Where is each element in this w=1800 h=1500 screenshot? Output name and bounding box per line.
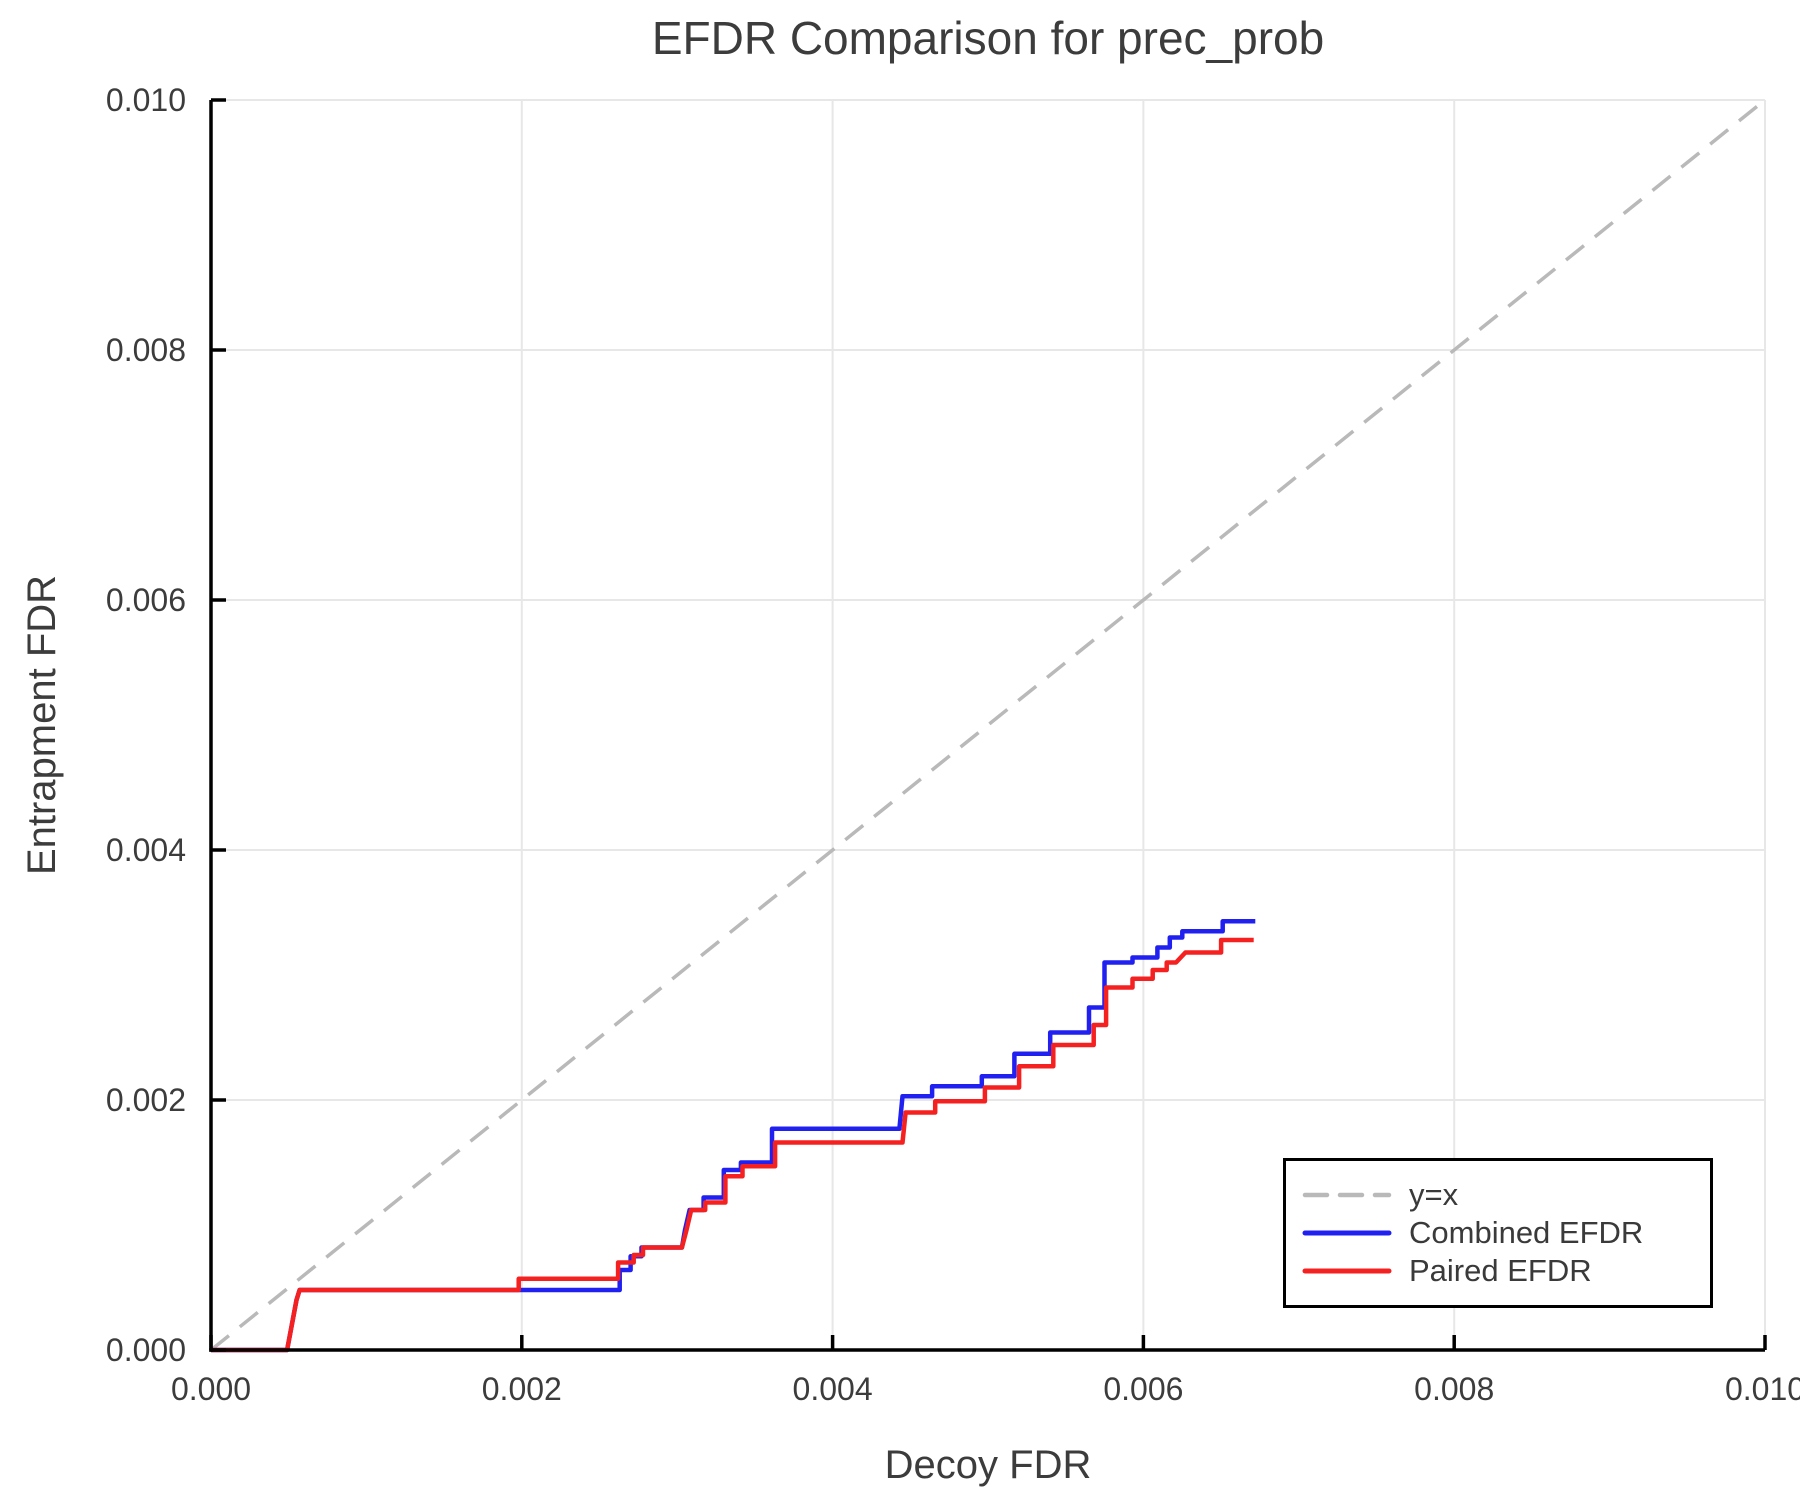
x-axis-label: Decoy FDR xyxy=(885,1443,1092,1487)
x-tick-label: 0.010 xyxy=(1725,1371,1800,1407)
legend-label-paired-efdr: Paired EFDR xyxy=(1409,1253,1592,1288)
legend-row-paired-efdr: Paired EFDR xyxy=(1302,1252,1710,1290)
gridlines xyxy=(211,99,1766,1350)
legend-row-identity: y=x xyxy=(1302,1176,1710,1214)
legend-label-identity: y=x xyxy=(1409,1177,1459,1212)
x-tick-label: 0.008 xyxy=(1414,1371,1494,1407)
paired-efdr-line-sample xyxy=(1302,1268,1392,1274)
y-tick-label: 0.010 xyxy=(106,82,186,118)
y-tick-label: 0.008 xyxy=(106,332,186,368)
y-axis-label: Entrapment FDR xyxy=(20,575,64,875)
y-tick-label: 0.002 xyxy=(106,1082,186,1118)
x-tick-label: 0.000 xyxy=(171,1371,251,1407)
legend-label-combined-efdr: Combined EFDR xyxy=(1409,1215,1644,1250)
identity-line-sample xyxy=(1302,1192,1392,1198)
x-tick-label: 0.004 xyxy=(793,1371,873,1407)
tick-labels: 0.000 0.002 0.004 0.006 0.008 0.010 0.000 0.002… xyxy=(106,82,1800,1407)
chart-title: EFDR Comparison for prec_prob xyxy=(652,12,1324,64)
combined-efdr-line xyxy=(211,919,1256,1353)
data-series-group xyxy=(211,919,1256,1353)
legend: y=x Combined EFDR Paired EFDR xyxy=(1283,1158,1713,1308)
x-tick-label: 0.006 xyxy=(1103,1371,1183,1407)
x-tick-label: 0.002 xyxy=(482,1371,562,1407)
combined-efdr-line-sample xyxy=(1302,1230,1392,1236)
paired-efdr-line xyxy=(211,937,1254,1353)
y-tick-label: 0.004 xyxy=(106,832,186,868)
tick-marks xyxy=(209,98,1767,1352)
axes-spines xyxy=(209,100,1765,1352)
y-tick-label: 0.000 xyxy=(106,1332,186,1368)
y-tick-label: 0.006 xyxy=(106,582,186,618)
legend-row-combined-efdr: Combined EFDR xyxy=(1302,1214,1710,1252)
